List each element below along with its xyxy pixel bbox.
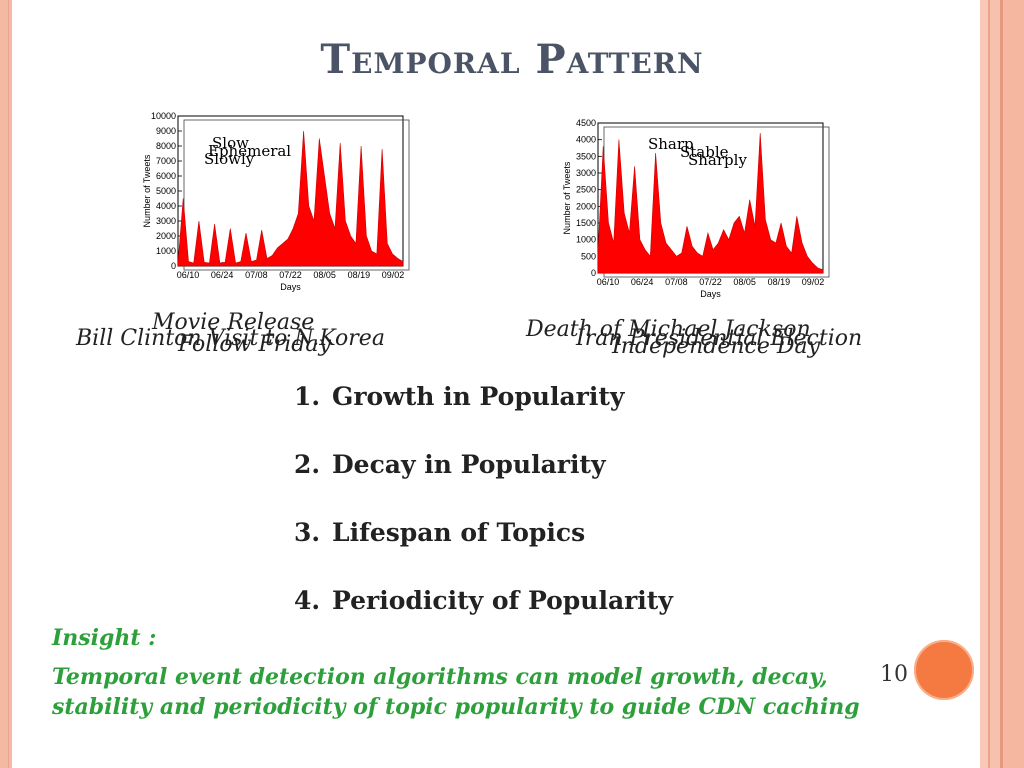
list-item-text: Lifespan of Topics	[332, 518, 586, 547]
right-stripes-decoration	[980, 0, 1024, 768]
x-tick-label: 08/05	[733, 277, 756, 287]
y-tick-label: 3000	[576, 168, 596, 178]
y-tick-label: 4500	[576, 118, 596, 128]
x-tick-label: 08/19	[348, 270, 371, 280]
x-tick-label: 06/10	[177, 270, 200, 280]
y-tick-label: 6000	[156, 171, 176, 181]
x-tick-label: 06/24	[631, 277, 654, 287]
chart-annotation: Slow	[212, 134, 249, 152]
accent-circle-decoration	[914, 640, 974, 700]
list-item-number: 2.	[294, 450, 321, 479]
caption-left-2: Bill Clinton Visit to N.Korea	[76, 326, 385, 351]
x-tick-label: 07/08	[245, 270, 268, 280]
chart-annotation: Stable	[680, 143, 729, 161]
plot-frame-back	[183, 119, 410, 271]
chart-right-svg: 0 500 1000 1500 2000 2500 3000 3500 4000 4500 06/1…	[562, 118, 830, 299]
chart-annotation: Ephemeral	[208, 142, 291, 160]
chart-annotation: Sharp	[648, 135, 694, 153]
x-tick-label: 06/24	[211, 270, 234, 280]
x-axis-label: Days	[280, 282, 301, 292]
area-series	[177, 130, 404, 267]
y-tick-label: 7000	[156, 156, 176, 166]
y-tick-label: 500	[581, 251, 596, 261]
y-tick-label: 1000	[156, 246, 176, 256]
list-item-text: Growth in Popularity	[332, 382, 625, 411]
x-tick-label: 08/05	[313, 270, 336, 280]
y-tick-label: 3500	[576, 151, 596, 161]
caption-right-2: Iran Presidential Election	[576, 326, 863, 351]
insight-label: Insight :	[52, 625, 157, 651]
y-tick-label: 1000	[576, 235, 596, 245]
list-item-text: Decay in Popularity	[332, 450, 606, 479]
caption-right-1: Death of Michael Jackson	[526, 317, 811, 342]
left-border-decoration	[0, 0, 12, 768]
list-item-number: 4.	[294, 586, 321, 615]
page-number: 10	[880, 662, 908, 687]
x-tick-label: 07/22	[279, 270, 302, 280]
y-tick-label: 1500	[576, 218, 596, 228]
list-item-text: Periodicity of Popularity	[332, 586, 673, 615]
list-item: 2. Decay in Popularity	[294, 448, 673, 516]
y-axis-label: Number of Tweets	[562, 161, 572, 234]
x-tick-label: 09/02	[802, 277, 825, 287]
y-tick-label: 10000	[151, 111, 176, 121]
x-axis-label: Days	[700, 289, 721, 299]
list-item: 4. Periodicity of Popularity	[294, 584, 673, 652]
y-tick-label: 4000	[576, 135, 596, 145]
y-tick-label: 4000	[156, 201, 176, 211]
y-tick-label: 0	[171, 261, 176, 271]
x-tick-label: 07/08	[665, 277, 688, 287]
y-tick-label: 2000	[156, 231, 176, 241]
list-item-number: 1.	[294, 382, 321, 411]
chart-annotation: Sharply	[688, 151, 747, 169]
y-tick-label: 8000	[156, 141, 176, 151]
x-tick-label: 08/19	[768, 277, 791, 287]
chart-right: 0 500 1000 1500 2000 2500 3000 3500 4000 4500 06/1…	[560, 115, 830, 305]
list-item-number: 3.	[294, 518, 321, 547]
list-item: 3. Lifespan of Topics	[294, 516, 673, 584]
y-tick-label: 2500	[576, 185, 596, 195]
slide-title: Temporal Pattern	[320, 36, 704, 83]
x-tick-label: 06/10	[597, 277, 620, 287]
chart-left-svg: 0 1000 2000 3000 4000 5000 6000 7000 8000 9000 100…	[142, 111, 410, 292]
y-tick-label: 9000	[156, 126, 176, 136]
y-tick-label: 2000	[576, 201, 596, 211]
x-tick-label: 09/02	[382, 270, 405, 280]
list-item: 1. Growth in Popularity	[294, 380, 673, 448]
insight-text: Temporal event detection algorithms can …	[52, 664, 860, 720]
caption-left-3: Follow Friday	[178, 332, 331, 357]
y-tick-label: 3000	[156, 216, 176, 226]
y-tick-label: 0	[591, 268, 596, 278]
caption-right-3: Independence Day	[612, 334, 821, 359]
chart-annotation: Slowly	[204, 150, 255, 168]
y-axis-label: Number of Tweets	[142, 154, 152, 227]
y-tick-label: 5000	[156, 186, 176, 196]
topic-list: 1. Growth in Popularity 2. Decay in Popula…	[294, 380, 673, 652]
area-series	[597, 132, 824, 274]
chart-left: 0 1000 2000 3000 4000 5000 6000 7000 8000 9000 100…	[140, 108, 410, 298]
x-tick-label: 07/22	[699, 277, 722, 287]
caption-left-1: Movie Release	[152, 310, 315, 335]
